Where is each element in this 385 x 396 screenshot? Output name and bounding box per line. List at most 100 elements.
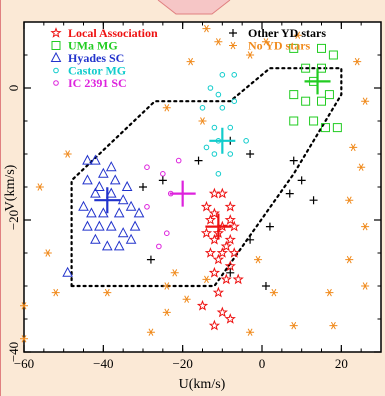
y-tick-label: −40 <box>6 342 21 362</box>
data-point <box>204 214 217 225</box>
legend-marker <box>53 80 59 86</box>
x-tick-label: −60 <box>14 356 34 371</box>
data-point <box>20 302 28 310</box>
data-point <box>200 200 213 212</box>
data-point <box>186 57 195 66</box>
data-point <box>220 240 232 252</box>
data-point <box>329 321 338 330</box>
data-point <box>94 180 105 191</box>
data-point <box>105 220 117 231</box>
data-point <box>117 227 129 238</box>
data-point <box>353 57 362 66</box>
data-point <box>82 220 93 231</box>
data-point <box>63 150 72 158</box>
data-point <box>198 117 207 125</box>
mean-cross <box>304 68 331 95</box>
y-tick-label: 0 <box>6 85 21 92</box>
mean-cross <box>169 180 196 207</box>
data-point <box>301 96 311 106</box>
data-point <box>43 249 52 257</box>
data-point <box>208 266 221 278</box>
mean-cross <box>205 213 232 240</box>
data-point <box>109 174 121 185</box>
data-point <box>345 196 354 204</box>
data-point <box>196 299 209 311</box>
data-point <box>204 247 217 258</box>
data-point <box>220 273 232 285</box>
data-point <box>162 104 171 112</box>
data-point <box>162 282 171 290</box>
data-point <box>361 282 370 290</box>
data-point <box>101 240 113 251</box>
data-point <box>35 183 44 191</box>
data-point <box>320 123 330 133</box>
data-point <box>82 174 93 185</box>
data-point <box>285 189 294 198</box>
data-point <box>243 138 249 144</box>
data-point <box>269 288 278 297</box>
data-point <box>113 207 125 218</box>
data-point <box>208 207 221 219</box>
data-point <box>144 204 150 210</box>
data-point <box>224 313 236 324</box>
data-point <box>215 91 222 98</box>
data-point <box>224 260 236 271</box>
data-point <box>361 97 370 105</box>
data-point <box>160 171 166 177</box>
data-point <box>214 38 223 46</box>
data-point <box>216 247 228 258</box>
data-point <box>216 187 228 199</box>
data-point <box>82 154 93 165</box>
data-point <box>103 288 112 297</box>
data-point <box>62 266 73 277</box>
x-tick-label: −40 <box>93 356 113 371</box>
data-point <box>144 164 150 170</box>
data-point <box>202 275 211 284</box>
group-means <box>94 68 331 240</box>
data-point <box>231 72 238 78</box>
series-hyades-sc <box>62 154 145 277</box>
data-point <box>345 255 354 264</box>
data-point <box>202 24 211 33</box>
series-ic-2391-sc <box>144 157 182 250</box>
data-point <box>317 63 326 73</box>
data-point <box>349 143 358 152</box>
data-point <box>125 233 137 244</box>
data-point <box>317 96 326 106</box>
data-point <box>254 255 263 264</box>
data-point <box>20 335 28 343</box>
data-point <box>164 230 170 236</box>
data-point <box>208 319 221 331</box>
legend-marker <box>50 51 62 62</box>
data-point <box>224 200 236 212</box>
data-point <box>227 124 234 131</box>
legend-label: Local Association <box>68 26 158 40</box>
data-point <box>90 187 101 198</box>
data-points <box>20 24 370 343</box>
data-point <box>293 31 302 39</box>
data-point <box>219 105 226 111</box>
data-point <box>125 200 137 211</box>
data-point <box>324 90 334 100</box>
data-point <box>175 157 182 164</box>
data-point <box>309 196 318 205</box>
tick-labels: −60 −40 −20 0 20−40−200 <box>6 85 348 371</box>
y-tick-label: −20 <box>6 210 21 230</box>
data-point <box>212 253 225 265</box>
data-point <box>246 51 255 59</box>
data-point <box>289 90 299 100</box>
data-point <box>139 183 147 191</box>
x-tick-label: 20 <box>335 356 348 371</box>
data-point <box>265 222 274 231</box>
data-point <box>162 308 171 317</box>
data-point <box>228 220 240 232</box>
top-tab-decoration <box>157 0 231 15</box>
data-point <box>200 227 213 238</box>
data-point <box>297 176 306 185</box>
legend-label: No YD stars <box>248 39 311 53</box>
data-point <box>86 207 97 218</box>
data-point <box>357 163 366 171</box>
data-point <box>246 328 255 336</box>
series-uma-mg <box>289 43 342 133</box>
data-point <box>289 321 298 330</box>
